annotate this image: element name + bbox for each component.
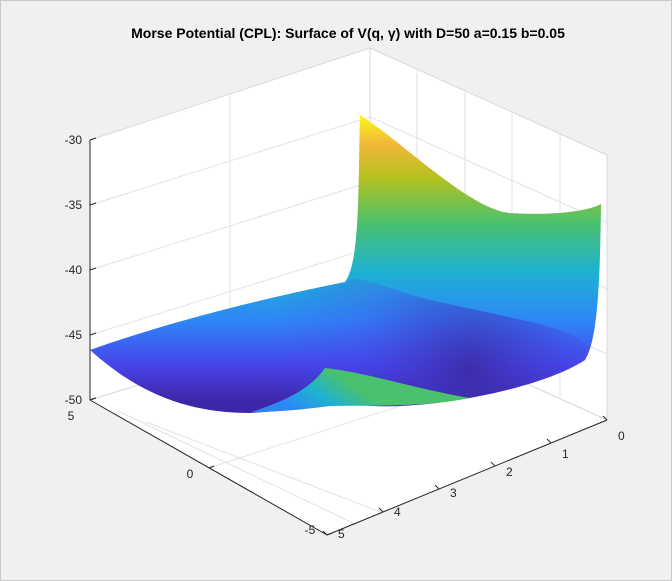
gamma-axis <box>89 397 333 536</box>
gamma-tick-label: 0 <box>187 467 194 481</box>
q-tick-label: 4 <box>394 505 401 519</box>
gamma-tick-label: -5 <box>305 523 316 537</box>
q-tick-label: 0 <box>618 429 625 443</box>
z-tick-label: -30 <box>65 133 83 147</box>
morse-surface <box>90 115 601 413</box>
q-tick-label: 2 <box>506 465 513 479</box>
z-tick-label: -35 <box>65 198 83 212</box>
z-tick-label: -50 <box>65 393 83 407</box>
z-tick-label: -40 <box>65 263 83 277</box>
q-tick-label: 3 <box>450 486 457 500</box>
q-tick-label: 1 <box>562 447 569 461</box>
z-tick-label: -45 <box>65 328 83 342</box>
surface-front-ridge <box>252 368 470 412</box>
gamma-tick-label: 5 <box>68 409 75 423</box>
surface-basin-shading <box>90 279 589 413</box>
q-axis <box>322 415 608 536</box>
chart-title: Morse Potential (CPL): Surface of V(q, γ… <box>131 25 565 41</box>
q-tick-label: 5 <box>338 527 345 541</box>
